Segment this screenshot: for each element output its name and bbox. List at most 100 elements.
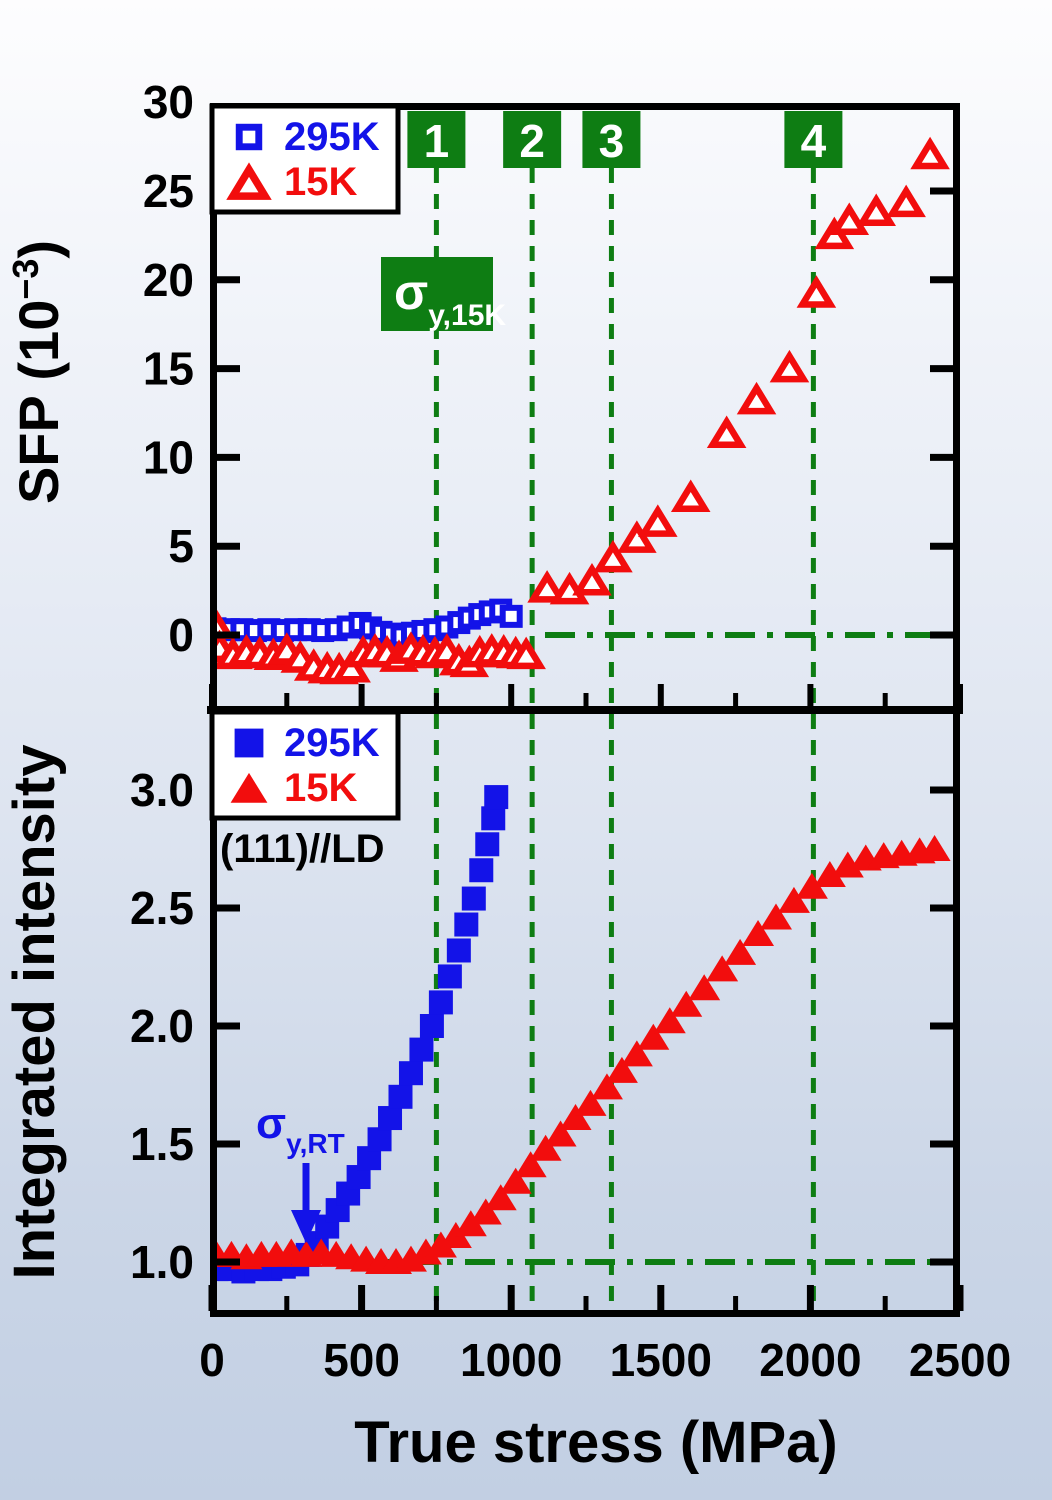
x-tick-label: 2000 — [759, 1334, 861, 1386]
data-point-triangle — [670, 990, 703, 1017]
data-point-triangle — [706, 955, 739, 982]
data-point-open-triangle — [226, 162, 272, 200]
data-point-open-triangle — [638, 504, 678, 537]
x-tick-label: 0 — [199, 1334, 225, 1386]
top-y-tick-label: 10 — [143, 431, 194, 483]
data-point-triangle — [409, 1238, 442, 1265]
data-point-triangle — [590, 1073, 623, 1100]
data-point-triangle — [777, 886, 810, 913]
top-y-tick-label: 20 — [143, 254, 194, 306]
data-point-open-triangle — [910, 136, 950, 170]
data-point-square — [398, 1061, 423, 1086]
top-panel-markers — [210, 136, 950, 685]
stage-box-2 — [503, 111, 562, 168]
data-point-triangle — [484, 1184, 517, 1211]
x-tick-label: 500 — [323, 1334, 400, 1386]
data-point-triangle — [574, 1089, 607, 1116]
stage-box-3 — [582, 111, 641, 168]
legend-label-15k: 15K — [284, 766, 357, 810]
axis-ticks — [208, 187, 964, 1311]
data-point-open-triangle — [796, 275, 837, 308]
data-point-triangle — [620, 1040, 653, 1067]
data-point-open-triangle — [617, 520, 657, 553]
orientation-annotation: (111)//LD — [220, 827, 385, 871]
data-point-open-triangle — [572, 562, 612, 596]
data-point-triangle — [529, 1134, 562, 1161]
top-y-tick-label: 5 — [168, 520, 194, 572]
data-point-triangle — [605, 1056, 638, 1083]
data-point-square — [409, 1037, 434, 1062]
data-point-square — [475, 832, 500, 857]
axis-tick-labels: 0 5 10 15 20 25 30 1.0 1.5 2.0 2.5 3.0 0 500 1000 1500 2… — [130, 76, 1011, 1386]
bottom-panel-legend: 295K 15K — [209, 709, 401, 821]
stage-box-1 — [407, 111, 466, 168]
bottom-y-tick-label: 1.0 — [130, 1236, 194, 1288]
data-point-triangle — [653, 1007, 686, 1034]
stage-box-label-1: 1 — [424, 115, 450, 167]
data-point-open-triangle — [706, 415, 747, 449]
data-point-triangle — [724, 938, 757, 965]
sigma-y-rt-arrow-head — [291, 1210, 321, 1243]
data-point-open-square — [499, 604, 523, 628]
data-point-triangle — [918, 835, 951, 861]
sigma-y-15k-box — [381, 257, 493, 331]
stage-box-label-3: 3 — [599, 115, 625, 167]
data-point-open-triangle — [331, 649, 371, 683]
bottom-y-axis-title: Integrated intensity — [2, 745, 67, 1280]
data-point-square — [469, 858, 494, 883]
data-point-triangle — [742, 919, 775, 946]
data-point-square — [484, 785, 509, 810]
x-axis-title: True stress (MPa) — [354, 1410, 838, 1475]
bottom-y-tick-label: 2.5 — [130, 882, 194, 934]
data-point-triangle — [759, 903, 792, 930]
x-tick-label: 1500 — [610, 1334, 712, 1386]
data-point-triangle — [230, 772, 268, 803]
data-point-open-triangle — [829, 202, 870, 235]
data-point-triangle — [831, 851, 864, 878]
data-point-triangle — [813, 860, 846, 887]
data-point-triangle — [637, 1023, 670, 1050]
x-tick-label: 2500 — [909, 1334, 1011, 1386]
bottom-y-tick-label: 1.5 — [130, 1118, 194, 1170]
data-point-open-triangle — [593, 539, 633, 573]
data-point-open-triangle — [856, 193, 897, 227]
data-point-triangle — [514, 1151, 547, 1178]
data-point-triangle — [394, 1245, 427, 1272]
data-point-triangle — [544, 1120, 577, 1147]
data-point-triangle — [469, 1198, 502, 1225]
data-point-open-triangle — [736, 381, 777, 415]
data-point-square — [367, 1127, 392, 1152]
legend-label-295k: 295K — [284, 721, 380, 765]
bottom-y-tick-label: 3.0 — [130, 764, 194, 816]
data-point-triangle — [688, 974, 721, 1001]
data-point-open-triangle — [670, 479, 711, 512]
data-point-square — [454, 912, 479, 937]
data-point-open-triangle — [506, 636, 546, 670]
data-point-square — [388, 1084, 413, 1109]
data-point-open-triangle — [886, 184, 926, 218]
data-point-square — [234, 728, 264, 758]
sigma-y-rt-callout: σy,RT — [256, 1099, 345, 1243]
x-tick-label: 1000 — [460, 1334, 562, 1386]
data-point-triangle — [559, 1104, 592, 1131]
top-y-tick-label: 0 — [168, 609, 194, 661]
legend-label-15k: 15K — [284, 160, 357, 204]
legend-box — [209, 103, 401, 215]
legend-markers — [226, 123, 272, 200]
stage-box-label-4: 4 — [801, 115, 827, 167]
data-point-square — [481, 806, 506, 831]
sigma-y-15k-callout: σy,15K — [381, 257, 506, 332]
sigma-y-rt-label: σy,RT — [256, 1099, 345, 1159]
data-point-square — [419, 1014, 444, 1038]
data-point-square — [461, 886, 486, 911]
top-y-tick-label: 30 — [143, 76, 194, 128]
top-y-tick-label: 15 — [143, 343, 194, 395]
stage-box-label-2: 2 — [519, 115, 545, 167]
stage-number-boxes: 1 2 3 4 — [407, 111, 843, 168]
bottom-panel-markers — [210, 785, 951, 1284]
top-panel-legend: 295K 15K — [209, 103, 401, 215]
bottom-y-tick-label: 2.0 — [130, 1000, 194, 1052]
data-point-square — [378, 1106, 403, 1131]
